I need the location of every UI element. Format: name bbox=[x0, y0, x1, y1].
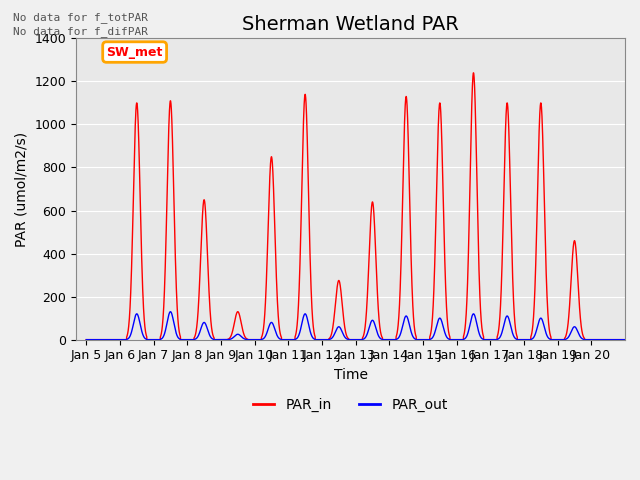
Text: SW_met: SW_met bbox=[106, 46, 163, 59]
Y-axis label: PAR (umol/m2/s): PAR (umol/m2/s) bbox=[15, 132, 29, 247]
Text: No data for f_totPAR: No data for f_totPAR bbox=[13, 12, 148, 23]
Legend: PAR_in, PAR_out: PAR_in, PAR_out bbox=[248, 392, 453, 417]
Text: No data for f_difPAR: No data for f_difPAR bbox=[13, 26, 148, 37]
X-axis label: Time: Time bbox=[333, 368, 367, 382]
Title: Sherman Wetland PAR: Sherman Wetland PAR bbox=[242, 15, 459, 34]
